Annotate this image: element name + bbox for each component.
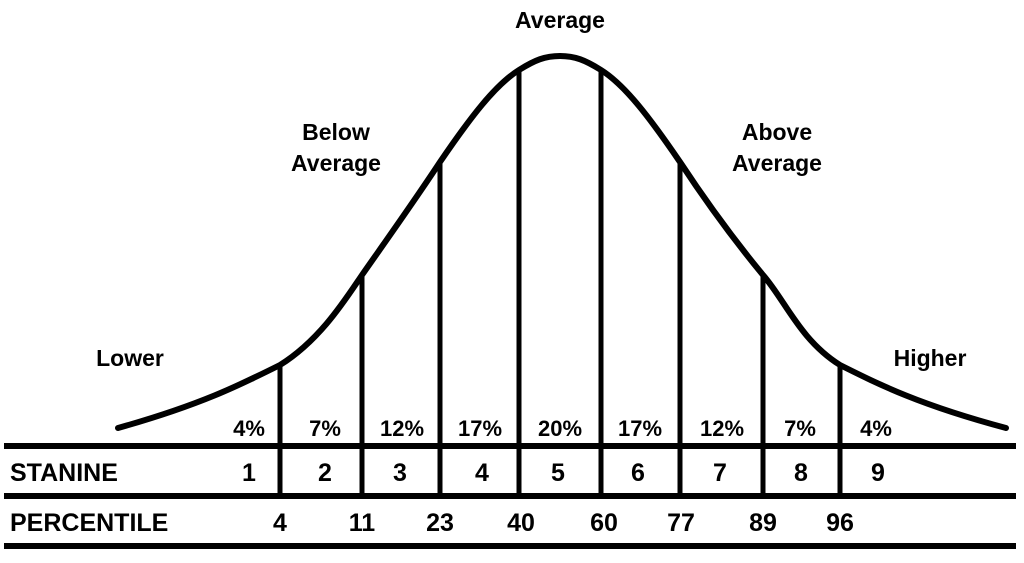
label-higher: Higher <box>894 345 967 371</box>
band-percent-1: 4% <box>233 416 265 441</box>
label-above-line1: Above <box>742 119 812 145</box>
stanine-8: 8 <box>794 459 808 487</box>
label-average: Average <box>515 7 605 33</box>
stanine-7: 7 <box>713 459 727 487</box>
label-below-line2: Average <box>291 150 381 176</box>
percentile-89: 89 <box>749 509 777 537</box>
percentile-40: 40 <box>507 509 535 537</box>
percentile-4: 4 <box>273 509 287 537</box>
percentile-row-label: PERCENTILE <box>10 509 168 537</box>
band-percent-5: 20% <box>538 416 582 441</box>
band-percent-7: 12% <box>700 416 744 441</box>
stanine-3: 3 <box>393 459 407 487</box>
stanine-6: 6 <box>631 459 645 487</box>
percentile-96: 96 <box>826 509 854 537</box>
band-percent-9: 4% <box>860 416 892 441</box>
percentile-77: 77 <box>667 509 695 537</box>
percentile-11: 11 <box>349 509 376 537</box>
stanine-5: 5 <box>551 459 565 487</box>
label-below-line1: Below <box>302 119 370 145</box>
stanine-row-label: STANINE <box>10 459 118 487</box>
band-percent-3: 12% <box>380 416 424 441</box>
stanine-4: 4 <box>475 459 489 487</box>
percentile-60: 60 <box>590 509 618 537</box>
bell-curve <box>115 52 1009 431</box>
band-percent-2: 7% <box>309 416 341 441</box>
stanine-2: 2 <box>318 459 332 487</box>
percentile-23: 23 <box>426 509 454 537</box>
label-lower: Lower <box>96 345 164 371</box>
stanine-9: 9 <box>871 459 885 487</box>
band-percent-8: 7% <box>784 416 816 441</box>
band-percent-6: 17% <box>618 416 662 441</box>
label-above-line2: Average <box>732 150 822 176</box>
band-percent-4: 17% <box>458 416 502 441</box>
stanine-1: 1 <box>242 459 256 487</box>
